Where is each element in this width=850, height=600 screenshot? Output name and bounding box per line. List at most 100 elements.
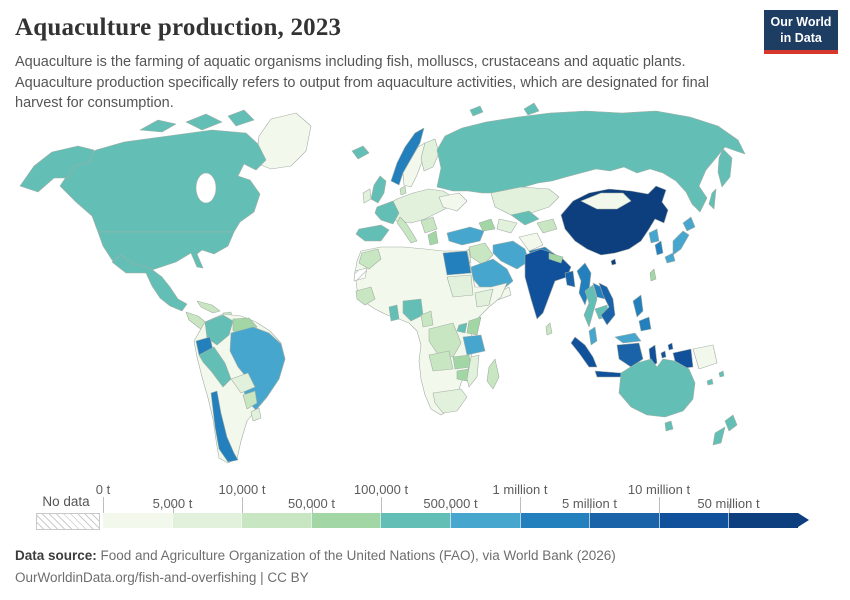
country-iceland[interactable] (351, 145, 370, 160)
country-brazil[interactable] (229, 326, 286, 411)
legend-segment[interactable] (449, 513, 520, 528)
legend-segment[interactable] (519, 513, 590, 528)
country-spain[interactable] (355, 224, 390, 242)
country-russia[interactable] (717, 148, 733, 188)
country-mongolia[interactable] (580, 192, 632, 210)
legend-segment[interactable] (103, 513, 172, 528)
country-philippines[interactable] (632, 294, 644, 318)
country-australia[interactable] (618, 358, 696, 418)
country-nigeria[interactable] (402, 298, 424, 322)
country-indonesia[interactable] (570, 336, 598, 368)
country-mexico[interactable] (111, 254, 188, 312)
country-ukraine[interactable] (438, 192, 468, 212)
country-new-zealand[interactable] (712, 426, 726, 446)
country-nepal[interactable] (548, 252, 564, 264)
country-kyrgyzstan[interactable] (536, 218, 558, 234)
country-bolivia[interactable] (230, 372, 256, 394)
no-data-swatch[interactable] (36, 513, 100, 530)
legend-tick (450, 504, 452, 513)
country-chile[interactable] (210, 390, 239, 463)
legend-segment[interactable] (171, 513, 242, 528)
legend-segment[interactable] (658, 513, 729, 528)
country-south-africa[interactable] (432, 388, 468, 414)
legend-segment[interactable] (589, 513, 659, 528)
country-thailand[interactable] (583, 284, 598, 328)
country-mozambique[interactable] (466, 354, 480, 388)
country-senegal-guinea[interactable] (355, 286, 376, 306)
country-uzbekistan[interactable] (510, 210, 540, 226)
country-taiwan[interactable] (649, 268, 657, 282)
legend-segment[interactable] (728, 513, 798, 528)
country-turkey[interactable] (446, 226, 485, 246)
country-new-zealand[interactable] (724, 414, 738, 432)
country-kazakhstan[interactable] (490, 186, 560, 216)
country-japan[interactable] (682, 216, 696, 232)
country-zambia[interactable] (452, 354, 472, 370)
legend-segment[interactable] (241, 513, 311, 528)
owid-url-link[interactable]: OurWorldinData.org/fish-and-overfishing … (15, 570, 309, 586)
country-united-kingdom[interactable] (370, 175, 387, 204)
country-north-korea[interactable] (648, 228, 660, 244)
country-malaysia[interactable] (588, 326, 598, 346)
country-india[interactable] (524, 248, 572, 320)
country-russia[interactable] (523, 102, 540, 116)
country-turkmenistan[interactable] (496, 218, 518, 234)
country-ethiopia[interactable] (474, 288, 494, 308)
country-papua-new-guinea[interactable] (692, 344, 718, 370)
legend-segment[interactable] (310, 513, 381, 528)
country-western-sahara[interactable] (353, 267, 368, 282)
country-norway[interactable] (390, 127, 425, 186)
country-indonesia[interactable] (660, 350, 667, 359)
country-zimbabwe[interactable] (456, 368, 470, 382)
country-uruguay[interactable] (250, 407, 262, 422)
country-kenya[interactable] (466, 316, 482, 336)
country-syria-iraq[interactable] (468, 242, 494, 266)
country-japan[interactable] (672, 230, 690, 256)
country-russia[interactable] (469, 105, 484, 117)
country-cuba[interactable] (196, 300, 221, 314)
country-bangladesh[interactable] (564, 270, 576, 288)
country-italy[interactable] (396, 216, 418, 244)
country-balkans[interactable] (420, 216, 438, 234)
country-uganda[interactable] (456, 322, 468, 334)
country-russia[interactable] (708, 188, 717, 210)
country-south-korea[interactable] (654, 240, 664, 256)
country-afghanistan[interactable] (518, 232, 544, 252)
country-philippines[interactable] (638, 316, 652, 332)
country-melanesia[interactable] (706, 378, 714, 386)
country-canada[interactable] (139, 119, 177, 133)
country-canada[interactable] (185, 113, 223, 131)
country-denmark[interactable] (399, 185, 407, 196)
country-malaysia[interactable] (614, 332, 642, 344)
country-greenland[interactable] (255, 112, 312, 170)
legend-segment[interactable] (380, 513, 450, 528)
country-melanesia[interactable] (718, 370, 725, 378)
country-paraguay[interactable] (242, 390, 258, 410)
country-japan[interactable] (664, 252, 676, 264)
country-vietnam[interactable] (598, 282, 616, 326)
country-canada[interactable] (59, 129, 267, 233)
country-canada[interactable] (227, 109, 255, 127)
country-madagascar[interactable] (486, 358, 500, 390)
country-tanzania[interactable] (462, 334, 486, 356)
country-sri-lanka[interactable] (545, 322, 553, 336)
country-egypt[interactable] (442, 250, 472, 276)
country-indonesia[interactable] (667, 342, 674, 351)
country-iran[interactable] (492, 240, 530, 270)
country-ireland[interactable] (362, 188, 372, 204)
country-hainan-china[interactable] (610, 258, 617, 266)
country-caucasus[interactable] (478, 218, 496, 232)
country-ghana[interactable] (388, 304, 400, 322)
country-russia[interactable] (436, 110, 746, 213)
country-france[interactable] (374, 200, 400, 225)
country-sudan[interactable] (446, 274, 474, 298)
country-finland[interactable] (420, 138, 440, 172)
country-greece[interactable] (427, 230, 439, 246)
country-cameroon[interactable] (420, 310, 434, 328)
country-morocco[interactable] (358, 248, 382, 270)
country-australia[interactable] (664, 420, 674, 432)
country-peru[interactable] (198, 346, 232, 388)
country-angola[interactable] (428, 350, 454, 372)
country-united-states[interactable] (19, 145, 95, 193)
